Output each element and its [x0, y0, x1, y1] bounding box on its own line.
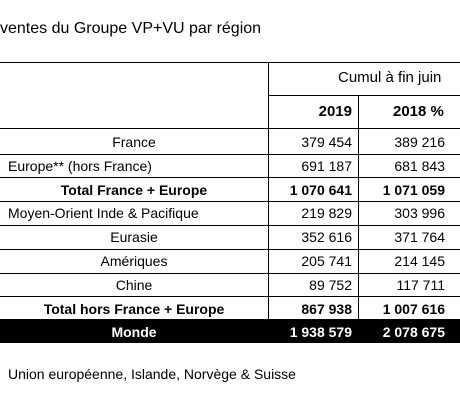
rule: [268, 95, 460, 96]
row-label: France: [112, 134, 156, 150]
value-2018: 117 711: [396, 276, 445, 293]
value-2018: 389 216: [394, 134, 445, 150]
row-rule: [0, 248, 460, 250]
value-2019: 867 938: [301, 300, 352, 317]
row-label: Total hors France + Europe: [43, 300, 225, 317]
row-rule: [0, 272, 460, 274]
row-label: Europe** (hors France): [8, 157, 152, 174]
value-2018: 303 996: [394, 205, 445, 222]
value-2018: 681 843: [394, 157, 445, 174]
rule: [268, 62, 269, 343]
value-2019: 1 938 579: [289, 324, 352, 341]
header-cumul: Cumul à fin juin: [338, 69, 442, 86]
rule: [0, 128, 460, 129]
rule: [358, 95, 359, 343]
row-rule: [0, 224, 460, 226]
value-2018: 2 078 675: [382, 324, 445, 341]
row-label: Amériques: [100, 253, 168, 269]
row-label: Total France + Europe: [60, 181, 208, 198]
value-2019: 1 070 641: [289, 181, 352, 198]
header-year: 2019: [318, 103, 352, 120]
rule: [0, 62, 460, 63]
row-label: Monde: [111, 324, 157, 341]
row-rule: [0, 296, 460, 298]
footnote: Union européenne, Islande, Norvège & Sui…: [8, 366, 296, 382]
value-2019: 219 829: [301, 205, 352, 222]
row-label: Moyen-Orient Inde & Pacifique: [8, 205, 199, 222]
value-2019: 89 752: [309, 276, 352, 293]
header-year: 2018 %: [393, 103, 444, 120]
value-2018: 214 145: [394, 253, 445, 269]
value-2019: 691 187: [301, 157, 352, 174]
value-2019: 352 616: [301, 229, 352, 246]
value-2019: 205 741: [301, 253, 352, 269]
row-rule: [0, 153, 460, 155]
row-rule: [0, 201, 460, 203]
row-label: Eurasie: [110, 229, 158, 246]
value-2018: 1 071 059: [382, 181, 445, 198]
row-label: Chine: [115, 276, 153, 293]
row-background: [0, 319, 460, 344]
value-2018: 371 764: [394, 229, 445, 246]
value-2018: 1 007 616: [382, 300, 445, 317]
table-title: ventes du Groupe VP+VU par région: [0, 20, 262, 37]
row-rule: [0, 177, 460, 179]
value-2019: 379 454: [301, 134, 352, 150]
